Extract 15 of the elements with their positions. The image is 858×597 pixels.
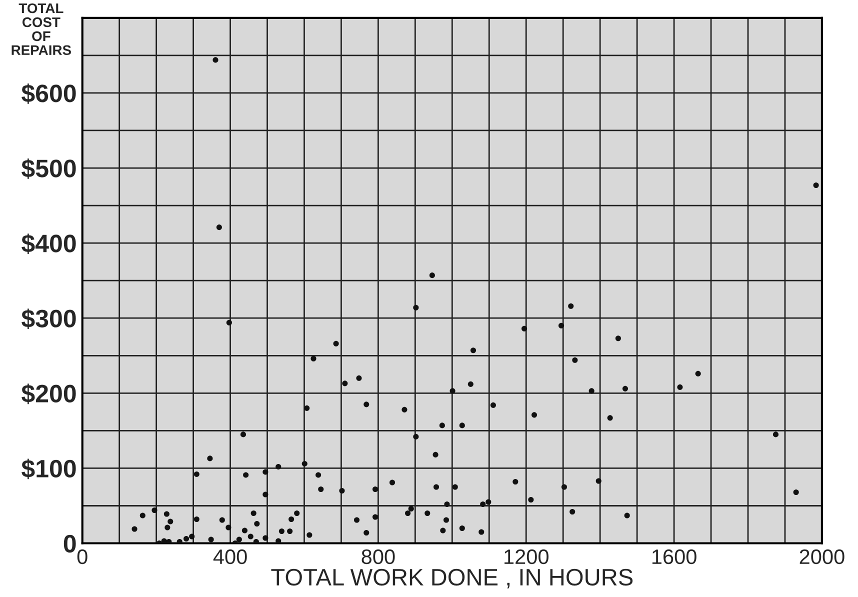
y-tick-label: $100	[22, 458, 76, 480]
x-tick-label: 0	[77, 549, 88, 564]
y-tick-label: 0	[64, 534, 76, 553]
y-tick-label: $200	[22, 384, 76, 404]
x-tick-label: 400	[213, 549, 247, 564]
y-tick-label: $500	[22, 158, 76, 179]
x-tick-label: 800	[362, 549, 395, 564]
x-tick-label: 2000	[800, 549, 844, 564]
x-tick-label: 1600	[652, 549, 696, 564]
y-tick-label: $400	[22, 234, 76, 254]
x-tick-label: 1200	[504, 549, 548, 564]
x-axis-title: TOTAL WORK DONE , IN HOURS	[271, 568, 633, 588]
y-tick-label: $600	[22, 83, 76, 104]
y-axis-title: TOTAL COST OF REPAIRS	[12, 3, 71, 56]
y-tick-label: $300	[22, 308, 76, 330]
